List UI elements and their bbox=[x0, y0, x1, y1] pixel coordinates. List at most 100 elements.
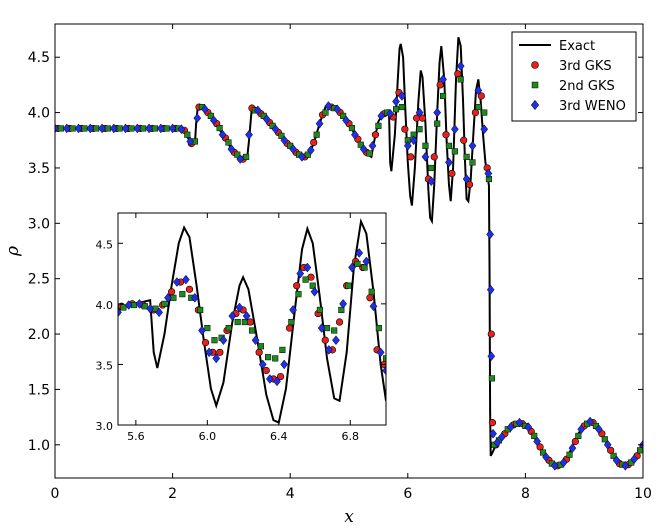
marker-3rd-weno-3 bbox=[86, 123, 95, 134]
marker-2nd-gks-46 bbox=[457, 76, 464, 83]
marker-3rd-weno-18 bbox=[236, 154, 245, 164]
marker-2nd-gks-19 bbox=[279, 346, 286, 353]
marker-3rd-weno-12 bbox=[219, 335, 228, 346]
marker-3rd-gks-53 bbox=[488, 419, 497, 427]
marker-3rd-weno-53 bbox=[486, 229, 495, 240]
marker-3rd-weno-10 bbox=[205, 347, 214, 358]
marker-3rd-weno-2 bbox=[74, 123, 83, 134]
marker-3rd-weno-4 bbox=[155, 307, 163, 318]
marker-2nd-gks-42 bbox=[434, 120, 441, 127]
marker-3rd-weno-37 bbox=[398, 91, 406, 101]
marker-2nd-gks-17 bbox=[265, 354, 272, 361]
marker-3rd-gks-48 bbox=[465, 180, 474, 189]
marker-3rd-weno-29 bbox=[348, 262, 356, 273]
inset-series-group bbox=[118, 217, 386, 425]
marker-2nd-gks-8 bbox=[197, 306, 204, 313]
marker-3rd-gks-49 bbox=[471, 108, 480, 117]
marker-3rd-weno-24 bbox=[310, 286, 319, 297]
marker-3rd-gks-44 bbox=[442, 131, 450, 139]
marker-3rd-weno-6 bbox=[121, 123, 130, 134]
marker-3rd-weno-30 bbox=[342, 115, 350, 126]
marker-3rd-weno-68 bbox=[586, 416, 594, 427]
marker-3rd-gks-40 bbox=[418, 114, 427, 122]
marker-2nd-gks-44 bbox=[445, 142, 453, 149]
marker-2nd-gks-66 bbox=[601, 436, 608, 443]
marker-3rd-weno-38 bbox=[403, 140, 412, 151]
x-axis-label: x bbox=[344, 507, 354, 527]
marker-2nd-gks-16 bbox=[257, 343, 264, 350]
marker-2nd-gks-9 bbox=[163, 125, 170, 132]
marker-2nd-gks-30 bbox=[361, 264, 368, 271]
marker-3rd-weno-1 bbox=[62, 123, 71, 134]
y-tick-label-2: 2.0 bbox=[28, 327, 50, 343]
marker-3rd-gks-27 bbox=[335, 318, 344, 326]
marker-3rd-weno-13 bbox=[193, 113, 202, 123]
marker-3rd-weno-62 bbox=[533, 436, 542, 447]
marker-2nd-gks-35 bbox=[392, 106, 400, 113]
marker-3rd-gks-42 bbox=[430, 153, 438, 161]
marker-2nd-gks-15 bbox=[216, 125, 223, 132]
marker-3rd-weno-31 bbox=[350, 129, 359, 140]
marker-3rd-weno-60 bbox=[515, 417, 524, 428]
y-tick-label-7: 4.5 bbox=[28, 50, 50, 66]
marker-3rd-weno-19 bbox=[245, 129, 253, 140]
marker-3rd-weno-31 bbox=[362, 256, 371, 267]
legend: Exact 3rd GKS 2nd GKS 3rd WENO bbox=[511, 31, 637, 122]
y-axis-label: ρ bbox=[3, 246, 23, 257]
marker-3rd-gks-43 bbox=[436, 81, 444, 89]
marker-3rd-gks-37 bbox=[401, 125, 409, 133]
legend-label-2nd-gks: 2nd GKS bbox=[559, 79, 615, 94]
marker-3rd-weno-9 bbox=[198, 325, 206, 336]
marker-2nd-gks-62 bbox=[566, 451, 573, 458]
marker-2nd-gks-0 bbox=[57, 125, 64, 132]
marker-2nd-gks-48 bbox=[469, 159, 476, 166]
marker-3rd-weno-14 bbox=[201, 104, 209, 115]
x-tick-label-1: 6.0 bbox=[199, 430, 217, 443]
y-tick-label-4: 3.0 bbox=[28, 216, 50, 232]
marker-2nd-gks-28 bbox=[345, 282, 352, 289]
marker-2nd-gks-8 bbox=[151, 125, 159, 132]
x-tick-label-2: 6.4 bbox=[270, 430, 288, 443]
x-tick-label-1: 2 bbox=[168, 486, 177, 502]
marker-2nd-gks-39 bbox=[416, 126, 423, 133]
legend-label-exact: Exact bbox=[559, 39, 595, 54]
marker-2nd-gks-47 bbox=[463, 153, 470, 160]
marker-3rd-weno-64 bbox=[550, 460, 559, 471]
marker-2nd-gks-29 bbox=[354, 260, 361, 267]
marker-3rd-gks-63 bbox=[571, 437, 579, 446]
marker-3rd-weno-13 bbox=[228, 311, 237, 321]
y-tick-label-1: 3.5 bbox=[96, 359, 114, 372]
marker-3rd-weno-17 bbox=[227, 144, 236, 154]
legend-label-3rd-weno: 3rd WENO bbox=[559, 99, 626, 114]
marker-3rd-weno-11 bbox=[177, 124, 186, 135]
marker-3rd-gks-5 bbox=[168, 288, 176, 296]
marker-3rd-weno-66 bbox=[568, 443, 577, 453]
marker-2nd-gks-6 bbox=[128, 125, 135, 132]
y-tick-label-2: 4.0 bbox=[96, 299, 114, 312]
marker-3rd-weno-20 bbox=[253, 105, 262, 116]
marker-3rd-weno-33 bbox=[376, 347, 385, 358]
x-tick-label-3: 6 bbox=[403, 486, 412, 502]
y-tick-label-5: 3.5 bbox=[28, 161, 50, 177]
marker-2nd-gks-13 bbox=[234, 318, 241, 326]
marker-2nd-gks-1 bbox=[69, 125, 76, 132]
marker-3rd-weno-70 bbox=[603, 439, 612, 450]
marker-3rd-gks-26 bbox=[310, 138, 318, 147]
marker-2nd-gks-24 bbox=[316, 306, 323, 313]
marker-2nd-gks-36 bbox=[398, 103, 405, 111]
y-tick-label-6: 4.0 bbox=[28, 106, 50, 122]
marker-2nd-gks-21 bbox=[295, 291, 302, 298]
marker-3rd-weno-42 bbox=[427, 176, 436, 187]
marker-3rd-weno-61 bbox=[524, 422, 533, 432]
plot-frame bbox=[54, 23, 644, 479]
marker-3rd-gks-25 bbox=[321, 336, 329, 344]
marker-2nd-gks-30 bbox=[348, 125, 355, 132]
x-tick-label-0: 0 bbox=[51, 486, 60, 502]
marker-2nd-gks-11 bbox=[184, 131, 191, 138]
marker-3rd-weno-56 bbox=[489, 428, 497, 439]
marker-3rd-weno-11 bbox=[212, 353, 221, 364]
marker-3rd-weno-23 bbox=[280, 135, 289, 146]
marker-2nd-gks-32 bbox=[366, 150, 373, 157]
marker-3rd-gks-11 bbox=[216, 348, 224, 356]
marker-3rd-weno-41 bbox=[421, 152, 430, 162]
